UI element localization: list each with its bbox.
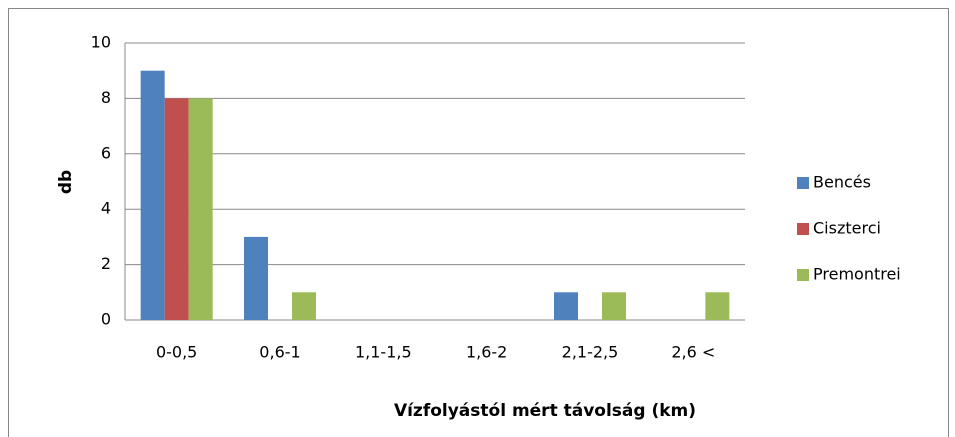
legend-swatch <box>797 177 809 189</box>
legend-label: Ciszterci <box>813 219 881 238</box>
bar <box>554 292 578 320</box>
x-tick-label: 1,6-2 <box>466 343 507 362</box>
y-tick-label: 8 <box>101 88 111 107</box>
legend-label: Bencés <box>813 173 871 192</box>
y-tick-label: 10 <box>91 33 111 52</box>
y-tick-label: 2 <box>101 254 111 273</box>
x-tick-label: 2,6 < <box>671 343 715 362</box>
x-axis-label: Vízfolyástól mért távolság (km) <box>394 401 696 421</box>
x-tick-label: 2,1-2,5 <box>562 343 619 362</box>
legend-swatch <box>797 269 809 281</box>
y-tick-label: 4 <box>101 199 111 218</box>
x-tick-label: 1,1-1,5 <box>355 343 412 362</box>
bar <box>140 70 165 320</box>
y-tick-label: 6 <box>101 143 111 162</box>
legend-label: Premontrei <box>813 265 901 284</box>
legend-swatch <box>797 223 809 235</box>
y-axis-label: db <box>56 170 76 194</box>
x-tick-label: 0,6-1 <box>259 343 300 362</box>
y-tick-label: 0 <box>101 310 111 329</box>
bar <box>602 292 626 320</box>
bar <box>188 98 213 321</box>
bar <box>244 236 268 320</box>
bar <box>292 292 316 320</box>
bar <box>705 292 730 320</box>
x-tick-label: 0-0,5 <box>156 343 197 362</box>
bar <box>164 98 189 321</box>
